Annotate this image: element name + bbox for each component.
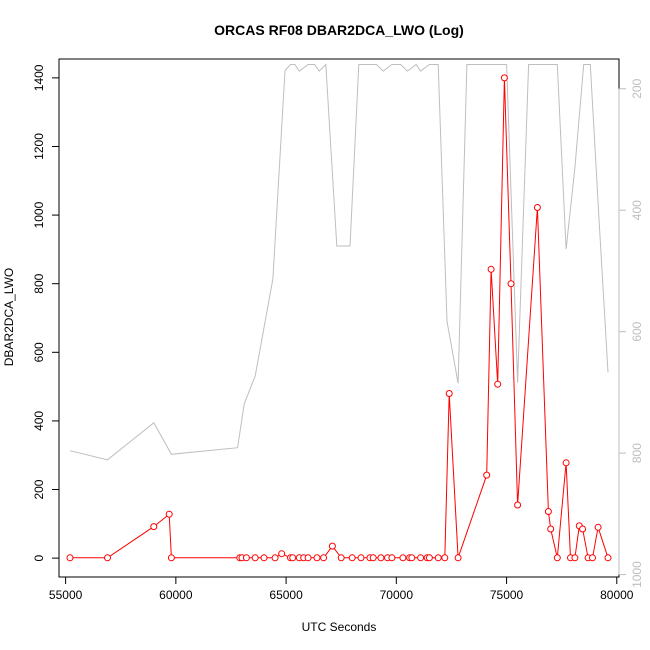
data-point: [571, 554, 579, 562]
data-point: [357, 554, 365, 562]
data-point: [553, 554, 561, 562]
data-point: [242, 554, 250, 562]
data-point: [494, 380, 502, 388]
x-tick-label: 80000: [600, 588, 634, 602]
y-tick-label: 1400: [32, 64, 46, 91]
y2-tick-label: 800: [630, 443, 644, 463]
data-point: [328, 542, 336, 550]
y-axis-label: DBAR2DCA_LWO: [2, 268, 16, 366]
data-point: [500, 74, 508, 82]
x-tick-label: 65000: [269, 588, 303, 602]
data-point: [579, 525, 587, 533]
series-2-line: [69, 63, 609, 461]
data-point: [445, 390, 453, 397]
data-point: [260, 554, 268, 562]
x-tick-label: 70000: [380, 588, 414, 602]
data-point: [369, 554, 377, 562]
data-point: [313, 554, 321, 562]
y-tick-label: 400: [32, 411, 46, 431]
data-point: [441, 554, 449, 562]
data-point: [337, 554, 345, 562]
chart-title: ORCAS RF08 DBAR2DCA_LWO (Log): [214, 22, 464, 38]
data-point: [399, 554, 407, 562]
data-point: [271, 554, 279, 562]
data-point: [66, 554, 74, 562]
series-1-line: [70, 77, 609, 559]
data-point: [594, 523, 602, 531]
data-point: [547, 525, 555, 533]
data-point: [377, 554, 385, 562]
data-point: [417, 554, 425, 562]
data-point: [483, 471, 491, 479]
data-point: [388, 554, 396, 562]
plot-area: 55000 60000 65000 70000 75000 80000 0 200 400 600…: [32, 58, 644, 602]
data-point: [544, 508, 552, 515]
data-point: [167, 554, 175, 562]
data-point: [348, 554, 356, 562]
data-point: [408, 554, 416, 562]
data-point: [533, 204, 541, 211]
y-tick-label: 200: [32, 479, 46, 499]
y-tick-label: 600: [32, 342, 46, 362]
data-point: [604, 554, 612, 562]
data-point: [320, 554, 328, 562]
data-point: [278, 550, 286, 558]
x-tick-label: 55000: [49, 588, 83, 602]
data-point: [507, 280, 515, 288]
x-axis-label: UTC Seconds: [302, 620, 377, 634]
data-point: [514, 501, 522, 509]
y-tick-label: 0: [32, 554, 46, 561]
y-tick-label: 1000: [32, 201, 46, 228]
data-point: [304, 554, 312, 562]
y2-tick-label: 600: [630, 321, 644, 341]
data-point: [589, 554, 596, 562]
y-tick-label: 1200: [32, 133, 46, 160]
data-point: [104, 554, 111, 562]
data-point: [251, 554, 259, 562]
x-tick-label: 60000: [159, 588, 193, 602]
data-point: [454, 554, 462, 562]
data-point: [562, 459, 570, 467]
data-point: [165, 510, 173, 518]
data-point: [487, 265, 495, 273]
y2-tick-label: 400: [630, 200, 644, 220]
x-tick-label: 75000: [490, 588, 524, 602]
y2-tick-label: 1000: [630, 561, 644, 588]
data-point: [289, 554, 297, 562]
data-point: [425, 554, 433, 562]
data-point: [434, 554, 442, 562]
plot-frame: [58, 58, 620, 578]
y2-tick-label: 200: [630, 78, 644, 98]
y-tick-label: 800: [32, 273, 46, 293]
data-point: [150, 523, 158, 531]
